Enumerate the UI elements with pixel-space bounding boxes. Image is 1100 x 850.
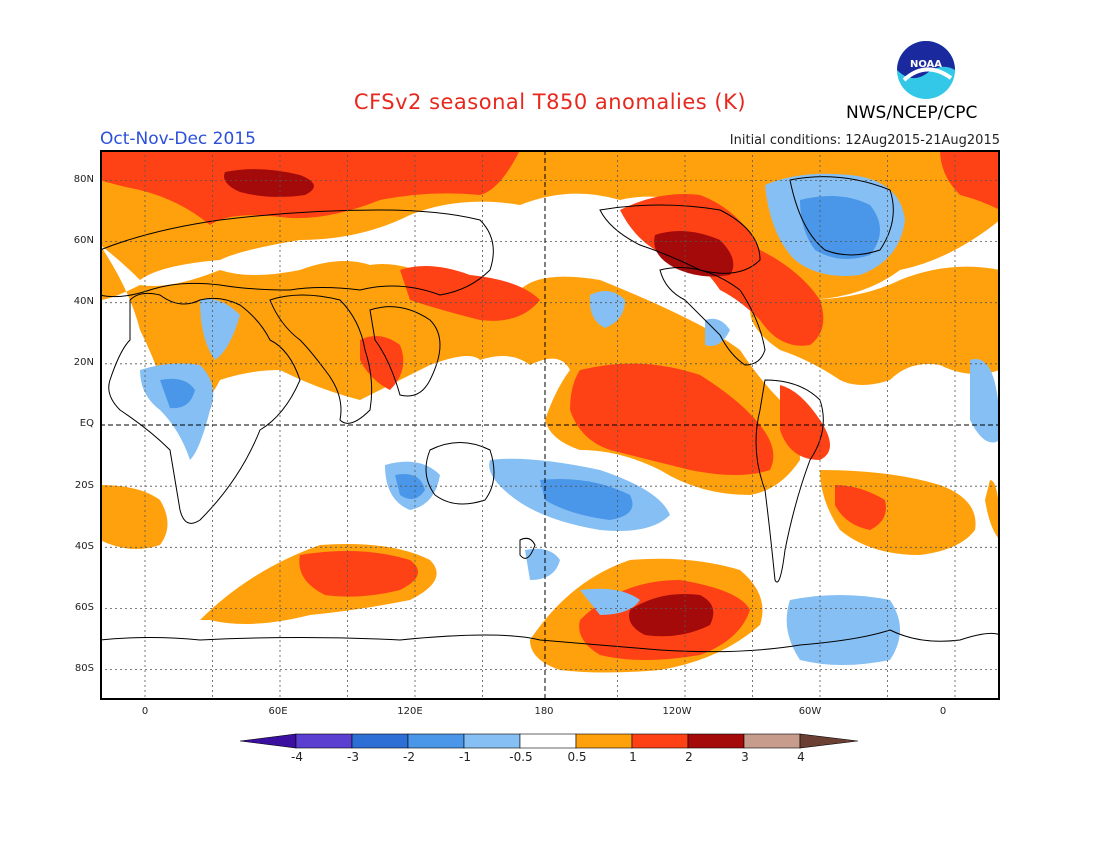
lat-label-60s: 60S xyxy=(74,602,94,613)
agency-label: NWS/NCEP/CPC xyxy=(846,103,978,123)
colorbar-cell xyxy=(687,733,745,749)
lat-label-20s: 20S xyxy=(74,480,94,491)
colorbar-label-1: 1 xyxy=(629,750,637,764)
colorbar-cell-high-arrow xyxy=(799,733,859,749)
map-frame xyxy=(100,150,1000,700)
noaa-logo-text: NOAA xyxy=(910,59,942,70)
lat-label-20n: 20N xyxy=(73,357,94,368)
lon-label-120w: 120W xyxy=(662,706,692,717)
initial-conditions-label: Initial conditions: 12Aug2015-21Aug2015 xyxy=(729,133,1000,148)
lat-label-40s: 40S xyxy=(74,541,94,552)
colorbar-cell xyxy=(295,733,353,749)
colorbar-cell xyxy=(463,733,521,749)
colorbar-cell xyxy=(407,733,465,749)
colorbar-label-2: 2 xyxy=(685,750,693,764)
lon-label-60e: 60E xyxy=(268,706,288,717)
colorbar-cell xyxy=(575,733,633,749)
colorbar-cell xyxy=(743,733,801,749)
equator-dateline xyxy=(100,150,1000,700)
lon-label-60w: 60W xyxy=(798,706,822,717)
lon-label-180: 180 xyxy=(534,706,554,717)
lat-label-eq: EQ xyxy=(79,418,94,429)
lon-label-0: 0 xyxy=(141,706,149,717)
colorbar-label-4: 4 xyxy=(797,750,805,764)
map-title: CFSv2 seasonal T850 anomalies (K) xyxy=(353,90,747,114)
lat-label-60n: 60N xyxy=(73,235,94,246)
lon-label-120e: 120E xyxy=(397,706,423,717)
colorbar-label-neg3: -3 xyxy=(347,750,359,764)
noaa-logo-icon: NOAA xyxy=(897,41,955,99)
lat-label-80s: 80S xyxy=(74,663,94,674)
colorbar-label-3: 3 xyxy=(741,750,749,764)
colorbar-cell-low-arrow xyxy=(240,733,297,749)
lat-label-40n: 40N xyxy=(73,296,94,307)
anomaly-band-2-3 xyxy=(224,169,734,637)
colorbar-label-0.5: 0.5 xyxy=(567,750,587,764)
anomaly-map xyxy=(100,150,1000,700)
colorbar xyxy=(240,733,859,749)
colorbar-label-neg1: -1 xyxy=(459,750,471,764)
season-label: Oct-Nov-Dec 2015 xyxy=(100,129,256,149)
colorbar-cell xyxy=(631,733,689,749)
colorbar-cell xyxy=(519,733,577,749)
lon-label-0-east: 0 xyxy=(939,706,947,717)
colorbar-cell xyxy=(351,733,409,749)
colorbar-label-neg2: -2 xyxy=(403,750,415,764)
colorbar-label-neg0.5: -0.5 xyxy=(509,750,533,764)
colorbar-label-neg4: -4 xyxy=(291,750,303,764)
lat-label-80n: 80N xyxy=(73,174,94,185)
